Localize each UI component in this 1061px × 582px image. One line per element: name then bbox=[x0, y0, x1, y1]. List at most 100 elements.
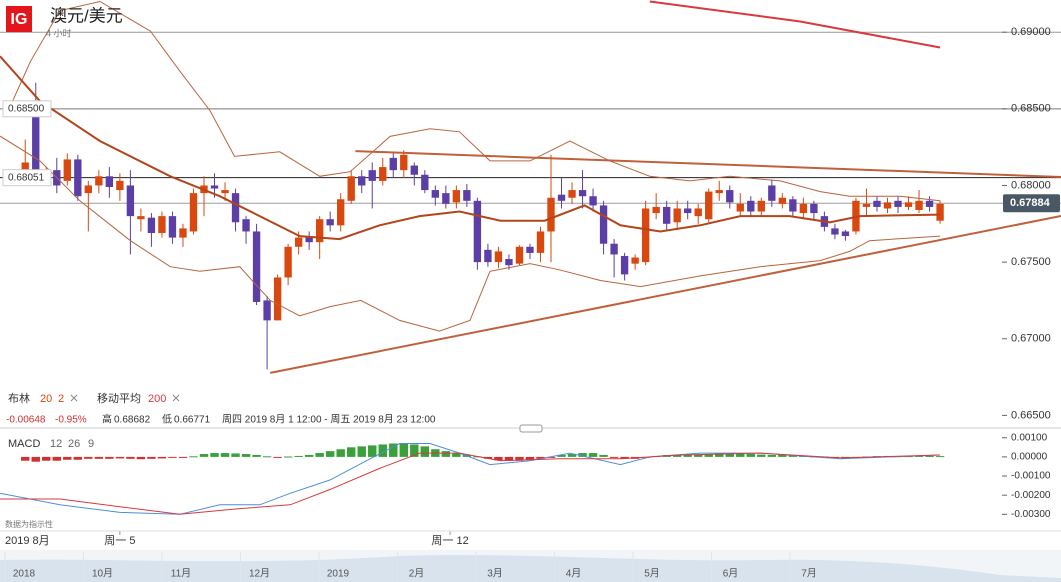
macd-bar bbox=[42, 456, 51, 461]
macd-fast: 12 bbox=[50, 438, 62, 450]
close-icon[interactable] bbox=[172, 394, 180, 402]
macd-bar bbox=[241, 454, 251, 457]
candle-body bbox=[263, 300, 271, 321]
candle-body bbox=[126, 185, 135, 217]
candle-body bbox=[484, 249, 492, 263]
candle-body bbox=[810, 203, 818, 214]
indicator-line bbox=[0, 55, 941, 241]
macd-bar bbox=[31, 456, 40, 462]
x-tick-label: 周一 12 bbox=[431, 534, 468, 547]
macd-signal: 9 bbox=[88, 438, 94, 450]
candle-body bbox=[389, 157, 397, 171]
candle-body bbox=[894, 200, 902, 207]
candle-body bbox=[231, 193, 240, 223]
candle-body bbox=[358, 176, 366, 186]
candle-body bbox=[620, 255, 629, 275]
macd-bar bbox=[672, 454, 682, 457]
macd-bar bbox=[115, 456, 125, 459]
macd-bar bbox=[441, 451, 451, 457]
macd-bar bbox=[147, 456, 156, 459]
candle-body bbox=[578, 190, 587, 197]
macd-bar bbox=[736, 453, 745, 457]
macd-bar bbox=[694, 454, 703, 457]
candle-body bbox=[463, 190, 471, 201]
macd-bar bbox=[84, 456, 93, 459]
macd-bar bbox=[94, 456, 104, 459]
low-label: 低 bbox=[162, 413, 172, 426]
candle-body bbox=[221, 190, 229, 194]
candle-body bbox=[505, 259, 513, 266]
macd-bar bbox=[914, 455, 924, 457]
y-tick-label: 0.68000 bbox=[1011, 179, 1051, 191]
y-tick-label: -0.00100 bbox=[1011, 471, 1051, 482]
macd-bar bbox=[715, 453, 724, 457]
macd-bar bbox=[420, 446, 430, 457]
y-tick-label: 0.67500 bbox=[1011, 256, 1051, 268]
candle-body bbox=[568, 190, 576, 198]
candle-body bbox=[726, 190, 734, 203]
candle-body bbox=[284, 246, 292, 278]
macd-bar bbox=[304, 454, 314, 457]
macd-bar bbox=[757, 454, 766, 457]
macd-bar bbox=[105, 456, 114, 459]
candle-body bbox=[589, 196, 597, 206]
candle-body bbox=[652, 206, 660, 214]
navigator-area bbox=[0, 555, 1061, 582]
candle-body bbox=[368, 170, 376, 181]
candle-body bbox=[715, 190, 723, 194]
price-tag bbox=[2, 100, 52, 118]
macd-bar bbox=[126, 456, 135, 459]
indicator-line bbox=[649, 0, 941, 49]
last-price-label: 0.67884 bbox=[1010, 197, 1051, 209]
candle-body bbox=[189, 193, 198, 232]
candle-body bbox=[21, 162, 29, 171]
macd-bar bbox=[294, 455, 303, 457]
candle-body bbox=[294, 237, 303, 247]
axes: 0.69000 0.68500 0.68000 0.67500 0.67000 0.665… bbox=[2, 26, 1060, 547]
macd-bar bbox=[483, 456, 493, 459]
macd-bar bbox=[63, 456, 72, 460]
candle-body bbox=[694, 208, 702, 217]
macd-bar bbox=[546, 456, 556, 458]
candle-body bbox=[904, 202, 913, 207]
candle-body bbox=[925, 200, 934, 207]
macd-bar bbox=[220, 453, 230, 457]
macd-bar bbox=[778, 454, 787, 457]
y-tick-label: 0.69000 bbox=[1011, 26, 1051, 38]
macd-bar bbox=[599, 454, 608, 457]
macd-bar bbox=[199, 454, 209, 457]
macd-bar bbox=[515, 456, 524, 461]
date-range: 周四 2019 8月 1 12:00 - 周五 2019 8月 23 12:00 bbox=[222, 414, 436, 426]
high-value: 0.68682 bbox=[114, 415, 151, 426]
macd-bar bbox=[494, 456, 503, 461]
candle-body bbox=[32, 108, 40, 174]
y-tick-label: 0.00100 bbox=[1011, 432, 1048, 443]
close-icon[interactable] bbox=[70, 394, 78, 402]
macd-bar bbox=[315, 453, 324, 457]
candle-body bbox=[494, 251, 503, 263]
candle-body bbox=[74, 159, 82, 197]
candle-body bbox=[662, 206, 671, 224]
macd-bar bbox=[136, 456, 146, 460]
candle-body bbox=[158, 216, 166, 233]
resize-handle[interactable] bbox=[519, 424, 543, 433]
macd-bar bbox=[283, 456, 293, 458]
macd-bar bbox=[746, 454, 755, 457]
trendline bbox=[270, 215, 1061, 374]
macd-panel bbox=[0, 443, 945, 515]
x-tick-label: 周一 5 bbox=[104, 534, 135, 547]
low-value: 0.66771 bbox=[174, 415, 211, 426]
macd-bar bbox=[157, 456, 167, 459]
axis-panel bbox=[1001, 0, 1061, 530]
candle-body bbox=[252, 231, 261, 302]
macd-line bbox=[0, 452, 941, 515]
candle-body bbox=[326, 219, 334, 226]
change-pct: -0.95% bbox=[55, 415, 87, 426]
candle-body bbox=[862, 203, 871, 207]
macd-bar bbox=[925, 455, 934, 457]
macd-bar bbox=[231, 453, 240, 457]
macd-bar bbox=[389, 443, 398, 457]
price-tag-label: 0.68051 bbox=[8, 172, 45, 183]
